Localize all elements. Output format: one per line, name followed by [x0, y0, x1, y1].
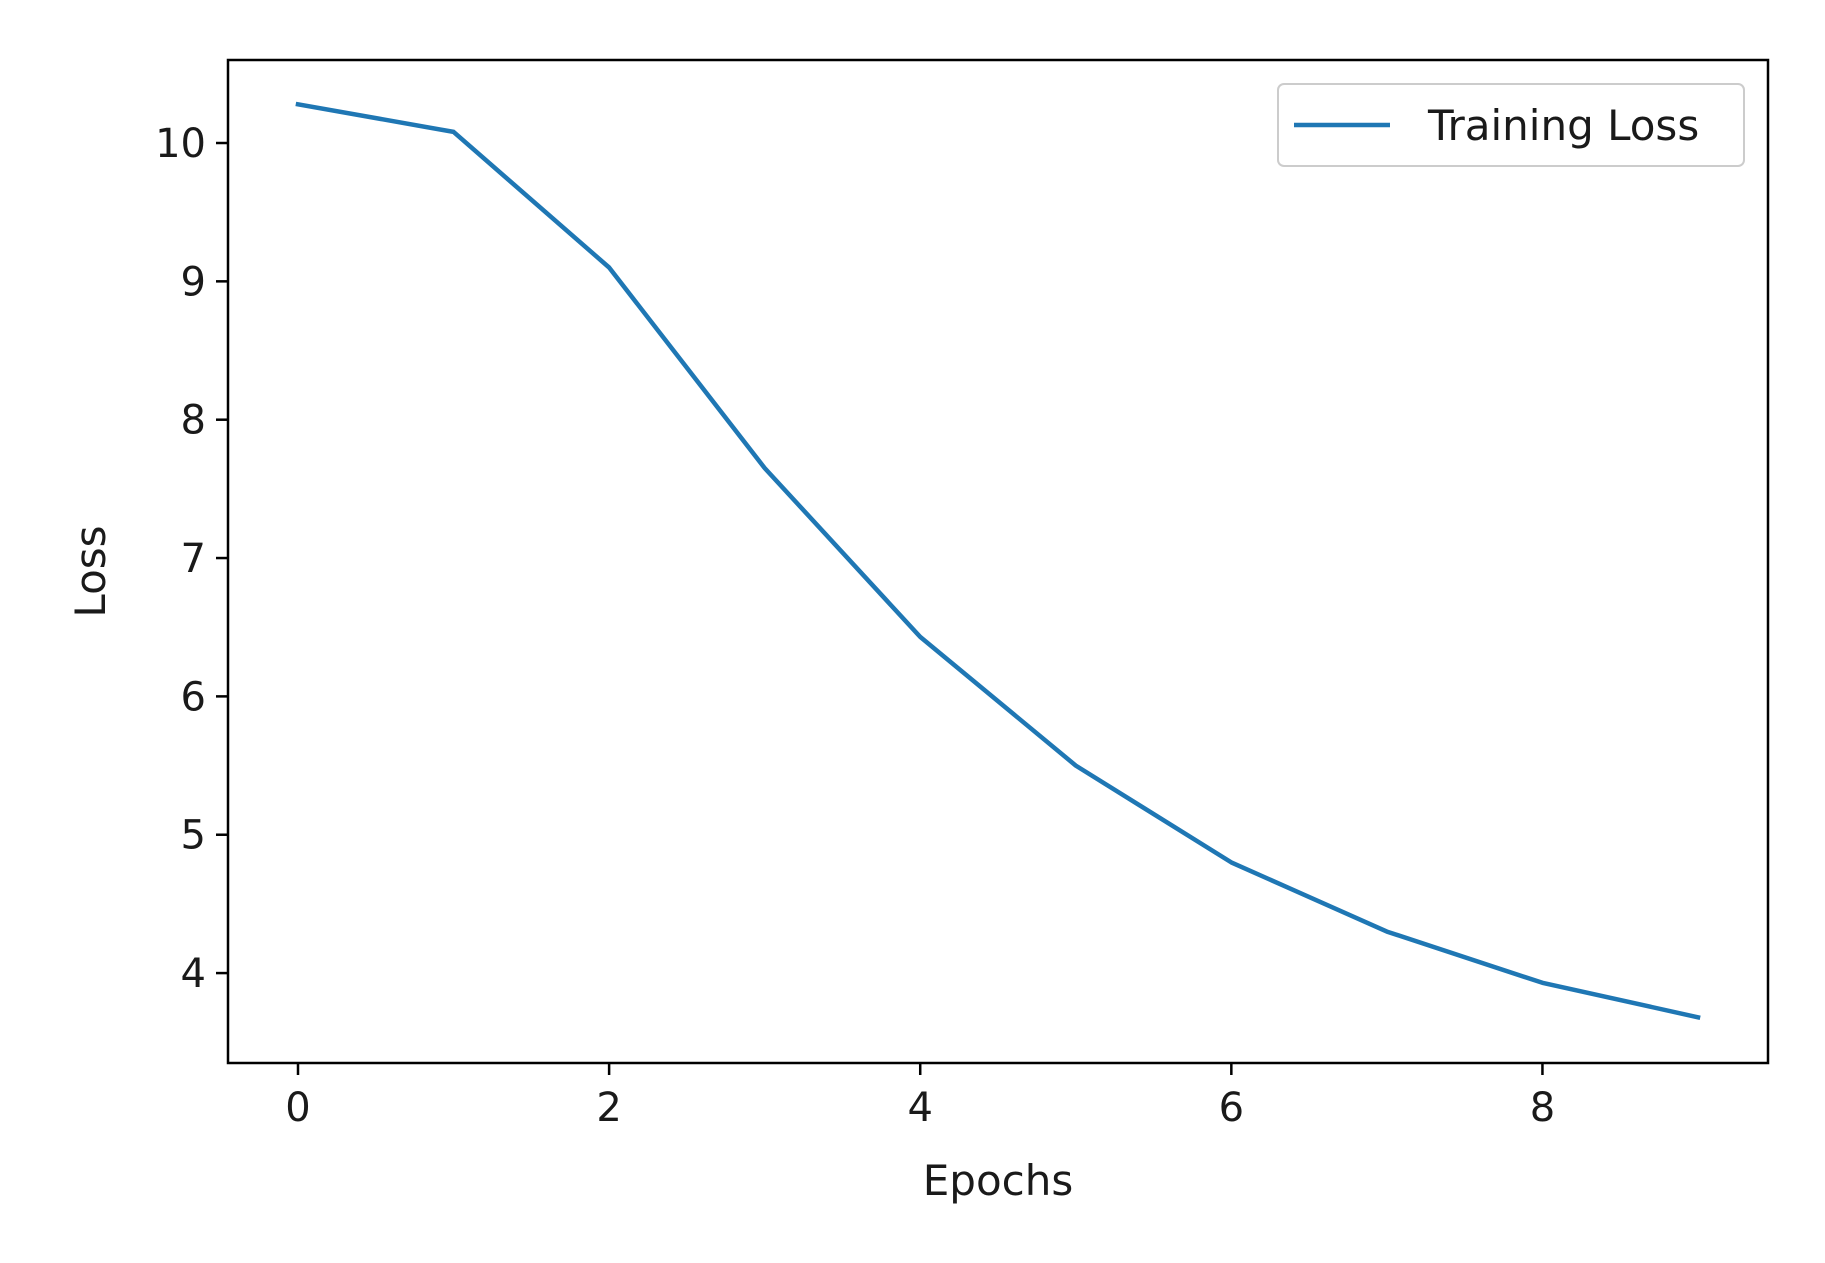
- x-tick-label: 2: [596, 1085, 621, 1131]
- x-tick-label: 4: [907, 1085, 932, 1131]
- x-tick-label: 8: [1530, 1085, 1555, 1131]
- y-axis-ticks: 4 5 6 7 8 9 10: [155, 121, 228, 997]
- plot-background: [228, 60, 1768, 1063]
- legend-label-training-loss: Training Loss: [1427, 101, 1699, 150]
- legend-box: [1277, 83, 1745, 167]
- series-layer: [295, 101, 1701, 1020]
- y-tick-label: 6: [181, 674, 206, 720]
- plot-area: [228, 60, 1768, 1063]
- x-axis-label: Epochs: [923, 1156, 1074, 1205]
- legend: Training Loss: [1277, 83, 1745, 167]
- y-tick-label: 7: [181, 536, 206, 582]
- y-tick-label: 8: [181, 398, 206, 444]
- x-tick-label: 6: [1219, 1085, 1244, 1131]
- y-tick-label: 4: [181, 951, 206, 997]
- series-line-training-loss: [295, 101, 1701, 1020]
- y-tick-label: 5: [181, 813, 206, 859]
- y-tick-label: 10: [155, 121, 206, 167]
- y-tick-label: 9: [181, 259, 206, 305]
- x-axis-ticks: 0 2 4 6 8: [285, 1063, 1555, 1131]
- y-axis-label: Loss: [66, 525, 115, 617]
- plot-frame: [226, 58, 1770, 1065]
- x-tick-label: 0: [285, 1085, 310, 1131]
